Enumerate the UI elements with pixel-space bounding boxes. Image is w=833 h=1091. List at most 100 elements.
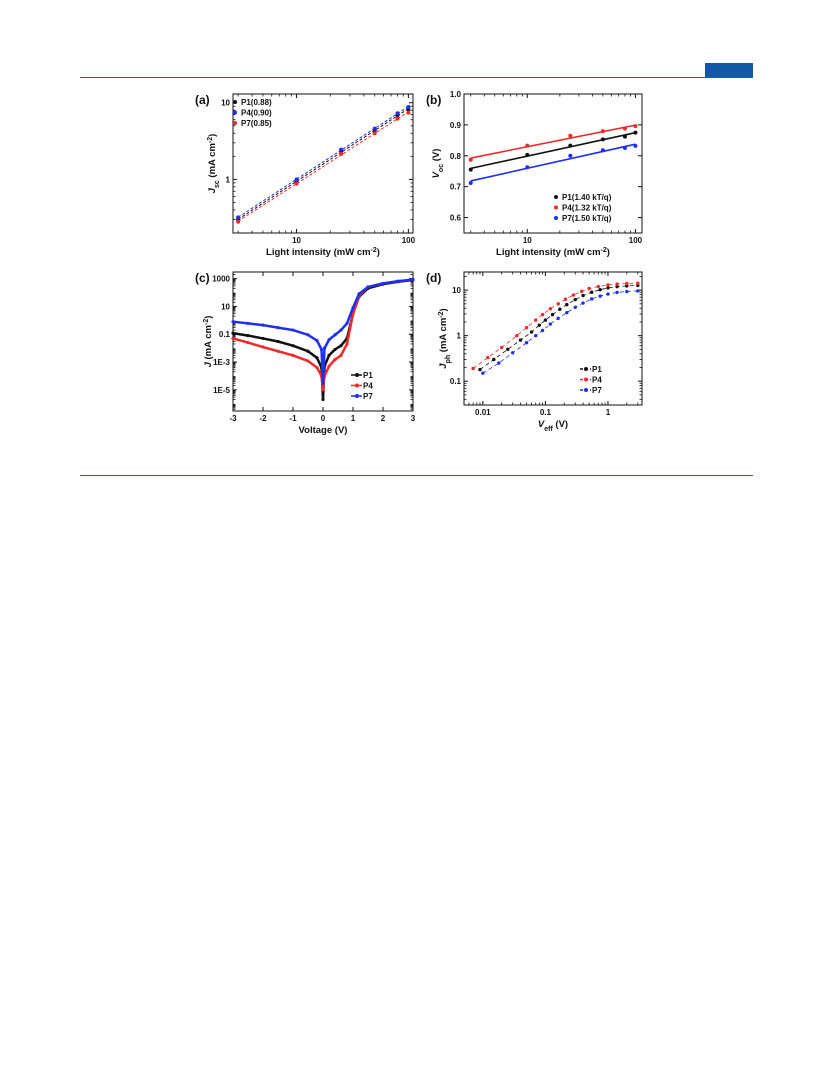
x-axis-label-part: Voltage (V) xyxy=(299,425,348,436)
y-axis-label-part: -2 xyxy=(207,137,214,143)
y-tick-label: 0.7 xyxy=(450,183,462,192)
y-axis-label: Jsc (mA cm-2) xyxy=(207,134,221,194)
data-point xyxy=(345,342,349,346)
legend-marker xyxy=(584,377,588,382)
data-point xyxy=(598,288,602,292)
series-p4 xyxy=(471,281,640,371)
data-point xyxy=(525,165,530,170)
data-point xyxy=(633,143,638,148)
x-axis-label-part: Light intensity (mW cm xyxy=(496,247,601,258)
legend-marker xyxy=(355,394,359,398)
legend-item: P4(1.32 kT/q) xyxy=(554,204,612,213)
legend-marker xyxy=(233,100,237,104)
y-tick-label: 1.0 xyxy=(450,90,462,99)
plot-frame xyxy=(463,93,643,234)
legend-marker xyxy=(554,195,558,199)
x-tick-label: 10 xyxy=(523,236,532,245)
data-point xyxy=(537,323,542,327)
data-point xyxy=(581,301,585,305)
data-point xyxy=(622,146,627,151)
series-p1 xyxy=(478,283,640,372)
data-point xyxy=(468,157,473,162)
data-point xyxy=(246,333,250,338)
data-point xyxy=(515,333,519,338)
data-point xyxy=(524,341,529,345)
data-point xyxy=(246,341,250,345)
y-tick-label: 1000 xyxy=(212,275,230,284)
data-point xyxy=(327,364,331,368)
data-point xyxy=(333,347,337,352)
data-point xyxy=(534,333,538,338)
x-axis-label: Light intensity (mW cm-2) xyxy=(266,247,380,259)
legend-item: P7 xyxy=(580,386,602,395)
data-point xyxy=(548,307,553,311)
legend-item: P1 xyxy=(580,365,602,374)
data-point xyxy=(381,281,385,286)
x-axis-label-part: V xyxy=(538,419,545,430)
y-axis-label-part: J xyxy=(438,363,449,369)
data-point xyxy=(568,143,573,148)
data-point xyxy=(590,297,594,301)
data-point xyxy=(315,356,319,360)
y-axis-label: J (mA cm-2) xyxy=(203,316,215,368)
panel-label: (a) xyxy=(195,93,210,107)
data-point xyxy=(236,215,241,220)
data-point xyxy=(321,381,325,385)
x-tick-label: -1 xyxy=(289,414,297,423)
data-point xyxy=(261,345,265,349)
legend-item: P7(1.50 kT/q) xyxy=(554,214,612,223)
legend-item: P1 xyxy=(351,371,373,380)
x-tick-label: 2 xyxy=(381,414,386,423)
data-point xyxy=(600,148,605,153)
fit-line xyxy=(237,108,409,220)
data-point xyxy=(236,219,241,224)
data-point xyxy=(556,302,560,306)
data-point xyxy=(587,286,591,291)
legend-marker xyxy=(584,367,588,371)
legend-marker xyxy=(584,388,588,392)
x-axis-label-part: Light intensity (mW cm xyxy=(266,247,371,258)
legend-marker xyxy=(233,110,237,115)
legend-item: P7(0.85) xyxy=(233,119,272,128)
legend-item: P4(0.90) xyxy=(233,109,272,118)
data-point xyxy=(600,129,605,134)
data-point xyxy=(529,330,534,334)
data-point xyxy=(261,336,265,341)
data-point xyxy=(606,292,610,296)
y-axis-label-part: (mA cm xyxy=(207,143,218,180)
x-tick-label: 0.01 xyxy=(475,408,491,417)
series-p4-1-32-kt-q- xyxy=(468,124,638,162)
data-point xyxy=(622,134,627,139)
legend-label: P4 xyxy=(363,382,373,391)
data-point xyxy=(372,126,377,131)
data-point xyxy=(481,371,485,375)
data-point xyxy=(276,349,280,353)
data-point xyxy=(231,331,235,335)
data-point xyxy=(339,328,343,332)
data-point xyxy=(372,131,377,136)
legend-marker xyxy=(355,383,359,388)
panel-c: -3 -2 -1 0 1 2 3 1E-5 1E-3 0.1 10 1000 Voltage (V) J … xyxy=(195,271,416,436)
data-point xyxy=(565,302,569,307)
footer-rule xyxy=(80,475,753,476)
data-point xyxy=(471,366,475,371)
data-point xyxy=(351,306,355,310)
legend-label: P4(0.90) xyxy=(241,109,272,118)
data-point xyxy=(636,281,640,285)
x-axis-label: Voltage (V) xyxy=(299,425,348,436)
data-point xyxy=(550,312,555,317)
data-point xyxy=(565,310,569,315)
plot-frame xyxy=(232,93,414,234)
legend-item: P1(1.40 kT/q) xyxy=(554,193,612,202)
x-tick-label: -2 xyxy=(259,414,267,423)
data-point xyxy=(606,283,610,287)
y-tick-label: 0.1 xyxy=(450,377,462,386)
y-axis-label-part: oc xyxy=(438,164,445,172)
data-point xyxy=(395,116,400,121)
data-point xyxy=(406,110,411,115)
data-point xyxy=(327,353,331,357)
data-point xyxy=(600,137,605,142)
data-point xyxy=(524,325,529,330)
data-point xyxy=(339,147,344,152)
fit-line xyxy=(237,106,409,218)
